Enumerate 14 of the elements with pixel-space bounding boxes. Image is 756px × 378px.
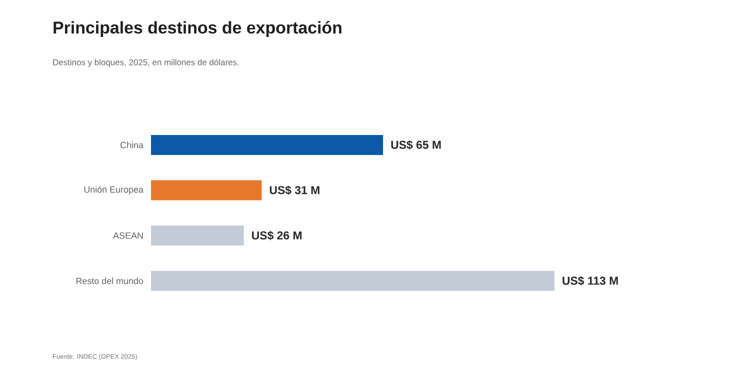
chart-title: Principales destinos de exportación — [54, 21, 342, 37]
bar — [151, 270, 554, 291]
y-tick-label: ASEAN — [113, 232, 143, 239]
data-label: US$ 26 M — [252, 230, 302, 240]
data-label: US$ 65 M — [391, 140, 441, 150]
chart-subtitle: Destinos y bloques, 2025, en millones de dólares. — [53, 59, 239, 67]
bar — [151, 134, 384, 155]
data-label: US$ 31 M — [270, 186, 320, 195]
y-tick-label: Unión Europea — [84, 186, 144, 194]
data-label: US$ 113 M — [562, 276, 618, 286]
bar — [151, 226, 244, 246]
y-tick-label: China — [120, 142, 144, 148]
y-tick-label: Resto del mundo — [76, 278, 144, 284]
bar — [151, 180, 262, 200]
